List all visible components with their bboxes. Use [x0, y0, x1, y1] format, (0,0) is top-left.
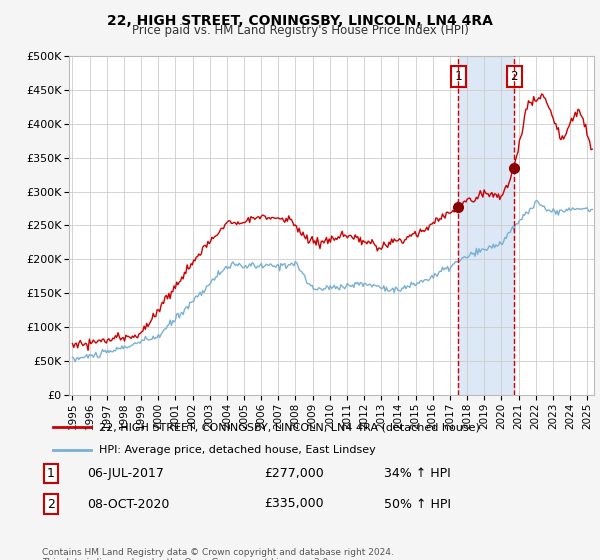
- Bar: [458, 56, 514, 395]
- Text: 22, HIGH STREET, CONINGSBY, LINCOLN, LN4 4RA (detached house): 22, HIGH STREET, CONINGSBY, LINCOLN, LN4…: [98, 422, 479, 432]
- Text: £335,000: £335,000: [264, 497, 323, 511]
- Text: £277,000: £277,000: [264, 466, 324, 480]
- Text: HPI: Average price, detached house, East Lindsey: HPI: Average price, detached house, East…: [98, 445, 376, 455]
- Text: 06-JUL-2017: 06-JUL-2017: [87, 466, 164, 480]
- Text: 2: 2: [47, 497, 55, 511]
- Text: 1: 1: [47, 466, 55, 480]
- Text: 22, HIGH STREET, CONINGSBY, LINCOLN, LN4 4RA: 22, HIGH STREET, CONINGSBY, LINCOLN, LN4…: [107, 14, 493, 28]
- Text: Contains HM Land Registry data © Crown copyright and database right 2024.
This d: Contains HM Land Registry data © Crown c…: [42, 548, 394, 560]
- Text: 1: 1: [455, 70, 462, 83]
- Text: 08-OCT-2020: 08-OCT-2020: [87, 497, 169, 511]
- Text: Price paid vs. HM Land Registry's House Price Index (HPI): Price paid vs. HM Land Registry's House …: [131, 24, 469, 37]
- Text: 50% ↑ HPI: 50% ↑ HPI: [384, 497, 451, 511]
- Text: 34% ↑ HPI: 34% ↑ HPI: [384, 466, 451, 480]
- Text: 2: 2: [511, 70, 518, 83]
